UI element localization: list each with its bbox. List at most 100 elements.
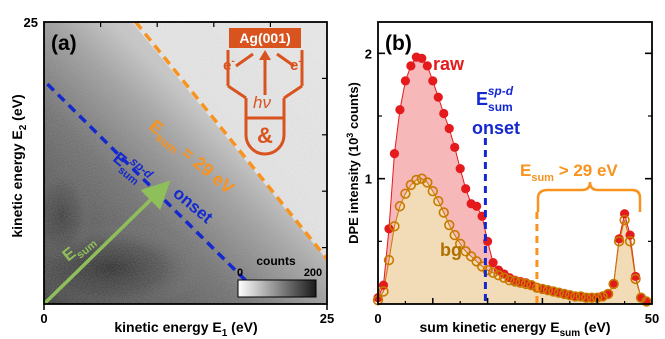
bg-data-point (619, 214, 630, 226)
electron-paths (235, 52, 295, 68)
coincidence-gate-icon (244, 116, 286, 156)
bg-data-point (498, 272, 510, 283)
bg-data-point (427, 186, 438, 197)
raw-data-point (455, 164, 465, 174)
bg-area-fill (378, 178, 647, 304)
bg-data-point (531, 282, 543, 293)
bg-data-point (624, 236, 636, 247)
raw-data-point (417, 53, 427, 63)
raw-data-point (400, 76, 410, 86)
bg-data-point (449, 229, 460, 241)
raw-data-point (609, 279, 619, 289)
bg-data-point (613, 236, 625, 247)
gate-inputs (244, 98, 286, 118)
raw-data-point (630, 271, 641, 282)
bg-data-point (548, 286, 559, 297)
raw-data-point (488, 258, 498, 268)
bg-series-label: bg (440, 240, 462, 260)
x-tick-label-b: 50 (645, 311, 659, 326)
colorbar-max-label: 200 (304, 267, 322, 279)
bg-data-point (422, 177, 433, 188)
bg-data-point (504, 274, 515, 286)
raw-data-point (406, 61, 416, 71)
electron-label-right: e- (290, 56, 302, 74)
bg-data-point (455, 238, 466, 250)
raw-data-point (422, 61, 432, 71)
electron-label-left: e- (223, 56, 235, 74)
bg-data-point (433, 196, 444, 207)
heatmap-x-axis-title: kinetic energy E1 (eV) (114, 319, 257, 339)
bg-data-point (411, 174, 422, 186)
raw-data-point (461, 184, 471, 194)
bg-data-point (444, 219, 455, 231)
colorbar-gradient (237, 279, 317, 298)
raw-data-point (614, 234, 624, 244)
onset-label-b: Esumsp-d (476, 84, 514, 114)
raw-data-point (439, 108, 449, 119)
bg-data-point (389, 221, 400, 232)
bg-data-point (542, 285, 554, 296)
raw-data-point (428, 76, 438, 86)
bg-data-point (608, 278, 619, 290)
photon-arrowhead-icon (259, 50, 271, 60)
heatmap-y-axis-title: kinetic energy E2 (eV) (9, 94, 29, 237)
bg-data-point (641, 296, 652, 307)
raw-data-point (395, 105, 405, 115)
sample-label: Ag(001) (239, 30, 290, 46)
bg-data-point (597, 291, 608, 302)
bg-data-point (482, 264, 493, 276)
esum29-dashed-line (134, 22, 327, 260)
x-tick-label-a: 25 (320, 311, 334, 326)
photon-label: hν (253, 93, 271, 112)
sample-box (229, 28, 301, 48)
detector-arms (226, 50, 304, 100)
onset-word-b: onset (472, 118, 520, 138)
bg-series-points (372, 173, 652, 307)
spectrum-panel: 0 50 1 2 (b) raw bg Esumsp-d onset Esum > 2… (345, 21, 659, 339)
y-tick-label-b: 1 (365, 172, 372, 187)
raw-data-point (389, 149, 400, 159)
x-tick-label-b: 0 (374, 311, 381, 326)
heatmap-frame (43, 21, 328, 305)
bg-data-point (602, 288, 614, 300)
colorbar: counts 0 200 (237, 254, 322, 298)
bg-data-point (586, 292, 597, 303)
bg-data-point (487, 267, 499, 278)
bg-data-point (559, 288, 570, 300)
bg-data-point (378, 286, 389, 297)
y-tick-label-b: 2 (365, 46, 372, 61)
raw-data-point (603, 289, 613, 299)
bg-data-point (564, 290, 575, 301)
bg-data-point (394, 201, 406, 212)
colorbar-label: counts (256, 254, 296, 268)
spectrum-ticks: 0 50 1 2 (365, 46, 659, 326)
raw-data-point (472, 201, 482, 211)
range-brace (536, 181, 642, 212)
bg-data-point (509, 276, 521, 287)
bg-data-point (515, 277, 526, 288)
bg-data-point (630, 273, 641, 285)
bg-data-point (581, 292, 592, 303)
esum-arrow (44, 180, 171, 304)
bg-data-point (493, 269, 504, 281)
bg-data-point (383, 254, 395, 266)
raw-data-point (450, 142, 460, 152)
x-tick-label-a: 0 (40, 311, 47, 326)
y-tick-label-a: 25 (24, 15, 38, 30)
heatmap-ticks: 0 25 25 (24, 15, 335, 326)
colorbar-min-label: 0 (237, 267, 243, 279)
raw-series-label: raw (433, 54, 465, 74)
bg-data-point (553, 287, 565, 298)
panel-b-label: (b) (385, 32, 412, 55)
raw-data-point (444, 123, 454, 134)
bg-data-point (400, 188, 411, 199)
bg-data-point (570, 291, 581, 302)
bg-data-point (438, 207, 449, 218)
raw-data-point (384, 224, 394, 234)
bg-data-point (520, 278, 532, 290)
spectrum-x-axis-title: sum kinetic energy Esum (eV) (420, 319, 611, 339)
panel-a-label: (a) (51, 32, 77, 55)
experiment-diagram: Ag(001) & e- e- hν (223, 28, 304, 156)
